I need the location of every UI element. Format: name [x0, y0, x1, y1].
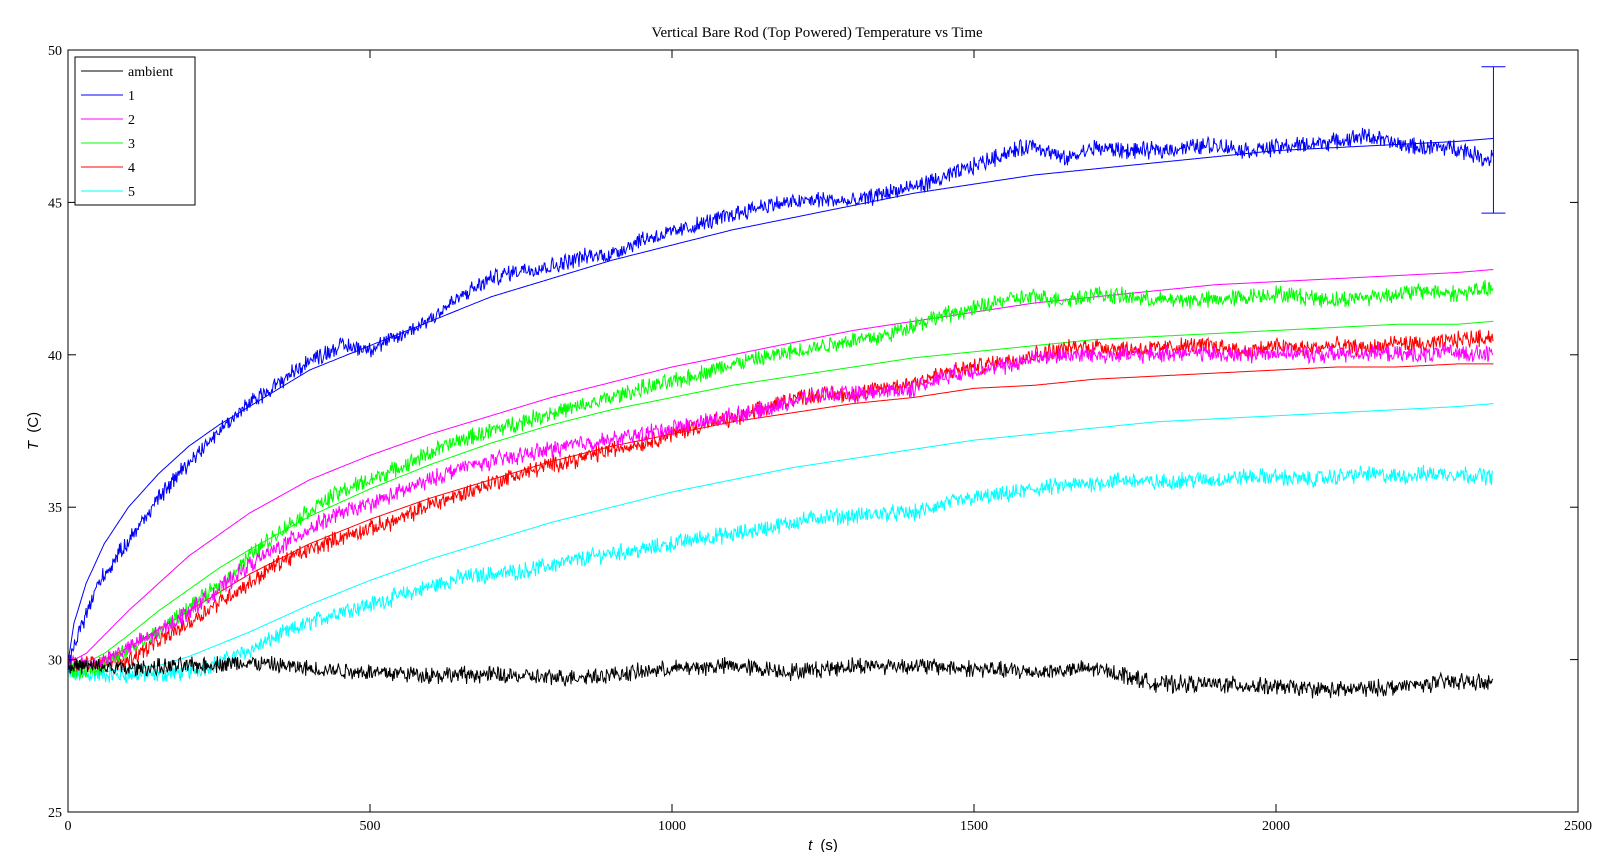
series-2-measured-line — [68, 343, 1494, 671]
series-5-measured-line — [68, 464, 1494, 684]
y-axis-var: T — [25, 439, 42, 450]
x-axis-unit: (s) — [820, 837, 838, 852]
series-4-fit-line — [68, 363, 1494, 667]
series-3-fit-line — [68, 320, 1494, 667]
x-tick-label: 2000 — [1262, 819, 1290, 834]
legend: ambient 1 2 3 4 5 — [74, 56, 196, 206]
y-tick-label: 30 — [48, 654, 62, 669]
x-tick-label: 2500 — [1564, 819, 1592, 834]
y-tick-label: 35 — [48, 501, 62, 516]
series-layer — [68, 127, 1494, 699]
legend-label-3: 3 — [128, 137, 135, 152]
series-3-measured-line — [68, 279, 1494, 679]
x-axis-var: t — [808, 837, 813, 852]
x-tick-label: 0 — [65, 819, 72, 834]
legend-label-5: 5 — [128, 185, 135, 200]
x-tick-label: 1500 — [960, 819, 988, 834]
axes-box — [67, 49, 1579, 813]
chart-title: Vertical Bare Rod (Top Powered) Temperat… — [651, 25, 983, 41]
series-ambient-measured-line — [68, 655, 1494, 699]
y-tick-label: 40 — [48, 349, 62, 364]
y-tick-label: 45 — [48, 196, 62, 211]
legend-box — [74, 56, 196, 206]
legend-label-1: 1 — [128, 89, 135, 104]
legend-label-2: 2 — [128, 113, 135, 128]
y-tick-label: 50 — [48, 44, 62, 59]
y-tick-label: 25 — [48, 806, 62, 821]
legend-label-ambient: ambient — [128, 65, 173, 80]
series-5-fit-line — [68, 403, 1494, 673]
x-axis-label: t (s) — [808, 837, 838, 852]
series-1-measured-line — [68, 127, 1494, 671]
legend-label-4: 4 — [128, 161, 135, 176]
series-2-fit-line — [68, 269, 1494, 664]
plot-area — [68, 50, 1578, 812]
error-bar — [1481, 66, 1506, 214]
y-axis-label: T (C) — [25, 412, 42, 450]
x-tick-label: 500 — [360, 819, 381, 834]
x-tick-label: 1000 — [658, 819, 686, 834]
y-axis-unit: (C) — [25, 412, 42, 433]
axes — [67, 49, 1579, 813]
